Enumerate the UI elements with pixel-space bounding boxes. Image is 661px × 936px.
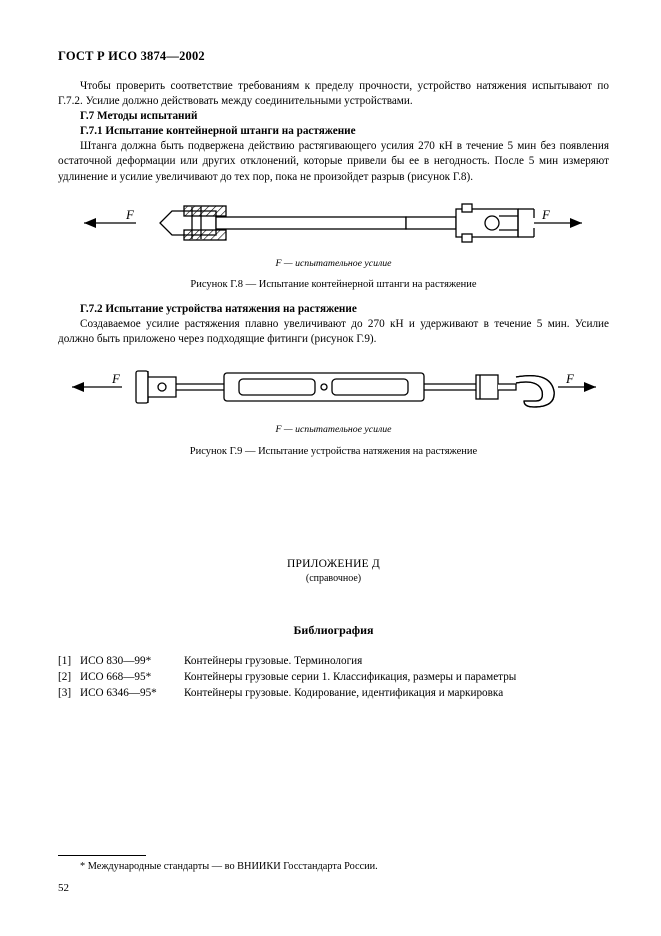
fig8-sub-caption: F — испытательное усилие xyxy=(58,257,609,270)
biblio-idx: [3] xyxy=(58,686,80,701)
appendix-title: ПРИЛОЖЕНИЕ Д xyxy=(58,557,609,573)
biblio-desc: Контейнеры грузовые. Терминология xyxy=(184,654,609,669)
footnote-text: * Международные стандарты — во ВНИИКИ Го… xyxy=(58,860,598,874)
document-header: ГОСТ Р ИСО 3874—2002 xyxy=(58,48,609,65)
bibliography-title: Библиография xyxy=(58,622,609,638)
fig9-f-right: F xyxy=(565,371,575,386)
bibliography-list: [1] ИСО 830—99* Контейнеры грузовые. Тер… xyxy=(58,654,609,701)
section-g71: Г.7.1 Испытание контейнерной штанги на р… xyxy=(58,124,609,139)
biblio-code: ИСО 830—99* xyxy=(80,654,184,669)
fig9-f-left: F xyxy=(111,371,121,386)
fig8-caption: Рисунок Г.8 — Испытание контейнерной шта… xyxy=(58,278,609,292)
figure-g9: F F xyxy=(58,357,609,417)
biblio-item: [2] ИСО 668—95* Контейнеры грузовые сери… xyxy=(58,670,609,685)
fig9-sub-caption: F — испытательное усилие xyxy=(58,423,609,436)
fig9-caption: Рисунок Г.9 — Испытание устройства натяж… xyxy=(58,445,609,459)
biblio-item: [3] ИСО 6346—95* Контейнеры грузовые. Ко… xyxy=(58,686,609,701)
appendix-subtitle: (справочное) xyxy=(58,572,609,586)
section-g72: Г.7.2 Испытание устройства натяжения на … xyxy=(58,302,609,317)
biblio-desc: Контейнеры грузовые серии 1. Классификац… xyxy=(184,670,609,685)
footnote-rule xyxy=(58,855,146,856)
biblio-desc: Контейнеры грузовые. Кодирование, иденти… xyxy=(184,686,609,701)
figure-g9-svg: F F xyxy=(64,357,604,417)
figure-g8: F F xyxy=(58,195,609,251)
g71-text: Штанга должна быть подвержена действию р… xyxy=(58,139,609,184)
section-g7: Г.7 Методы испытаний xyxy=(58,109,609,124)
page-number: 52 xyxy=(58,881,69,896)
biblio-item: [1] ИСО 830—99* Контейнеры грузовые. Тер… xyxy=(58,654,609,669)
fig8-f-left: F xyxy=(125,207,135,222)
biblio-idx: [2] xyxy=(58,670,80,685)
fig8-f-right: F xyxy=(541,207,551,222)
figure-g8-svg: F F xyxy=(64,195,604,251)
intro-paragraph: Чтобы проверить соответствие требованиям… xyxy=(58,79,609,109)
footnote-block: * Международные стандарты — во ВНИИКИ Го… xyxy=(58,855,598,874)
biblio-code: ИСО 6346—95* xyxy=(80,686,184,701)
biblio-code: ИСО 668—95* xyxy=(80,670,184,685)
biblio-idx: [1] xyxy=(58,654,80,669)
g72-text: Создаваемое усилие растяжения плавно уве… xyxy=(58,317,609,347)
